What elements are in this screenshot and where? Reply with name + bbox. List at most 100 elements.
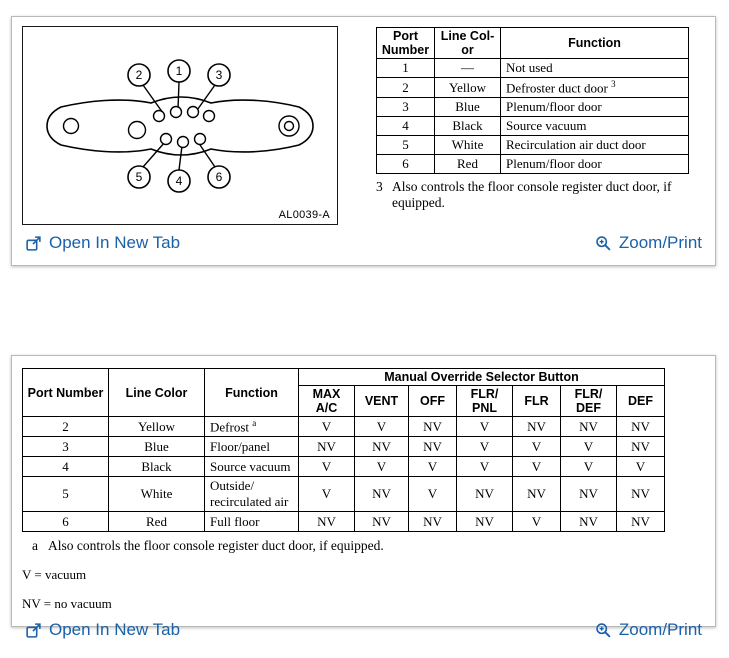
function-cell: Plenum/floor door bbox=[500, 97, 689, 118]
mode-value-cell: V bbox=[408, 456, 457, 478]
mode-value-cell: NV bbox=[354, 436, 409, 458]
callout-number: 3 bbox=[216, 68, 223, 82]
callout-circles bbox=[127, 59, 231, 193]
mode-value-cell: V bbox=[560, 456, 617, 478]
table-row: 5 White Recirculation air duct door bbox=[376, 135, 689, 156]
open-in-new-tab-label: Open In New Tab bbox=[49, 233, 181, 252]
zoom-print-link[interactable]: Zoom/Print bbox=[595, 620, 702, 640]
port-cell: 4 bbox=[22, 456, 109, 478]
connector-diagram-box: 2 1 3 5 4 6 AL0039-A bbox=[22, 26, 338, 225]
open-in-new-tab-link[interactable]: Open In New Tab bbox=[25, 620, 180, 640]
mode-value-cell: NV bbox=[616, 436, 665, 458]
function-cell: Plenum/floor door bbox=[500, 154, 689, 175]
callout-number: 1 bbox=[176, 64, 183, 78]
table-row: 3 Blue Plenum/floor door bbox=[376, 97, 689, 118]
table-footnote: a Also controls the floor console regist… bbox=[22, 538, 705, 554]
col-header-function: Function bbox=[204, 368, 299, 417]
mode-value-cell: NV bbox=[456, 476, 513, 513]
table-row: 6 Red Plenum/floor door bbox=[376, 154, 689, 175]
table-row: 5 White Outside/ recirculated air V NV V… bbox=[22, 476, 665, 513]
mode-value-cell: NV bbox=[512, 415, 561, 438]
mode-value-cell: V bbox=[298, 456, 355, 478]
zoom-print-label: Zoom/Print bbox=[618, 620, 702, 640]
footnote-marker: a bbox=[252, 418, 257, 428]
open-in-new-tab-link[interactable]: Open In New Tab bbox=[25, 233, 180, 253]
function-cell: Defrost a bbox=[204, 415, 299, 438]
mode-value-cell: NV bbox=[408, 415, 457, 438]
mode-value-cell: NV bbox=[298, 511, 355, 533]
mode-value-cell: NV bbox=[456, 511, 513, 533]
line-color-cell: Red bbox=[108, 511, 205, 533]
line-color-cell: Blue bbox=[108, 436, 205, 458]
external-link-icon bbox=[26, 623, 41, 638]
zoom-icon bbox=[596, 623, 611, 638]
mode-header-row: MAX A/C VENT OFF FLR/ PNL FLR FLR/ DEF D… bbox=[23, 385, 665, 417]
mode-value-cell: NV bbox=[354, 511, 409, 533]
table-row: 2 Yellow Defroster duct door 3 bbox=[376, 76, 689, 99]
figure-panel-override-table: Port Number Line Color Function Manual O… bbox=[11, 355, 716, 639]
col-header-def: DEF bbox=[616, 385, 665, 417]
line-color-cell: Yellow bbox=[108, 415, 205, 438]
col-header-line-color: Line Col- or bbox=[434, 27, 501, 59]
callout-number: 2 bbox=[136, 68, 143, 82]
port-function-table: Port Number Line Col- or Function 1 — No… bbox=[376, 27, 689, 175]
port-cell: 4 bbox=[376, 116, 435, 137]
footnote-marker: 3 bbox=[376, 179, 383, 195]
port-cell: 5 bbox=[376, 135, 435, 156]
callout-leader-lines bbox=[142, 81, 216, 171]
table-row: 4 Black Source vacuum V V V V V V V bbox=[22, 456, 665, 478]
mode-value-cell: V bbox=[408, 476, 457, 513]
manual-override-table: Port Number Line Color Function Manual O… bbox=[22, 368, 665, 533]
port-cell: 5 bbox=[22, 476, 109, 513]
connector-outline bbox=[46, 96, 314, 156]
function-cell: Full floor bbox=[204, 511, 299, 533]
figure1-toolbar: Open In New Tab Zoom/Print bbox=[12, 225, 715, 265]
mode-value-cell: NV bbox=[408, 511, 457, 533]
function-cell: Outside/ recirculated air bbox=[204, 476, 299, 513]
mode-value-cell: V bbox=[298, 476, 355, 513]
table-header-row: Port Number Line Col- or Function bbox=[376, 27, 689, 59]
connector-ports bbox=[62, 105, 300, 149]
footnote-text: Also controls the floor console register… bbox=[392, 179, 672, 211]
mode-value-cell: NV bbox=[512, 476, 561, 513]
mode-value-cell: V bbox=[456, 415, 513, 438]
mode-value-cell: NV bbox=[616, 511, 665, 533]
mode-value-cell: V bbox=[456, 436, 513, 458]
col-header-port-number: Port Number bbox=[376, 27, 435, 59]
table-row: 3 Blue Floor/panel NV NV NV V V V NV bbox=[22, 436, 665, 458]
col-header-vent: VENT bbox=[354, 385, 409, 417]
mode-value-cell: V bbox=[512, 436, 561, 458]
mode-value-cell: V bbox=[616, 456, 665, 478]
port-cell: 6 bbox=[376, 154, 435, 175]
col-header-port-number: Port Number bbox=[22, 368, 109, 417]
table-footnote: 3 Also controls the floor console regist… bbox=[376, 179, 676, 211]
zoom-print-link[interactable]: Zoom/Print bbox=[595, 233, 702, 253]
diagram-reference-label: AL0039-A bbox=[278, 209, 330, 221]
mode-value-cell: NV bbox=[560, 511, 617, 533]
group-header-manual-override: Manual Override Selector Button bbox=[298, 368, 665, 386]
mode-value-cell: V bbox=[512, 456, 561, 478]
figure1-table-area: Port Number Line Col- or Function 1 — No… bbox=[338, 26, 689, 211]
external-link-icon bbox=[26, 235, 41, 251]
line-color-cell: White bbox=[434, 135, 501, 156]
figure2-toolbar: Open In New Tab Zoom/Print bbox=[12, 612, 715, 652]
port-cell: 3 bbox=[376, 97, 435, 118]
function-text: Defroster duct door bbox=[506, 80, 608, 96]
function-cell: Floor/panel bbox=[204, 436, 299, 458]
line-color-cell: Black bbox=[108, 456, 205, 478]
mode-value-cell: NV bbox=[408, 436, 457, 458]
mode-value-cell: NV bbox=[616, 415, 665, 438]
mode-value-cell: NV bbox=[560, 415, 617, 438]
group-header-row: Port Number Line Color Function Manual O… bbox=[22, 368, 665, 417]
function-cell: Recirculation air duct door bbox=[500, 135, 689, 156]
table-row: 6 Red Full floor NV NV NV NV V NV NV bbox=[22, 511, 665, 533]
port-cell: 1 bbox=[376, 58, 435, 78]
table-row: 4 Black Source vacuum bbox=[376, 116, 689, 137]
footnote-text: Also controls the floor console register… bbox=[48, 538, 384, 554]
callout-number: 4 bbox=[176, 174, 183, 188]
table-row: 2 Yellow Defrost a V V NV V NV NV NV bbox=[22, 415, 665, 438]
function-cell: Not used bbox=[500, 58, 689, 78]
port-cell: 6 bbox=[22, 511, 109, 533]
mode-value-cell: NV bbox=[354, 476, 409, 513]
callout-number: 6 bbox=[216, 170, 223, 184]
